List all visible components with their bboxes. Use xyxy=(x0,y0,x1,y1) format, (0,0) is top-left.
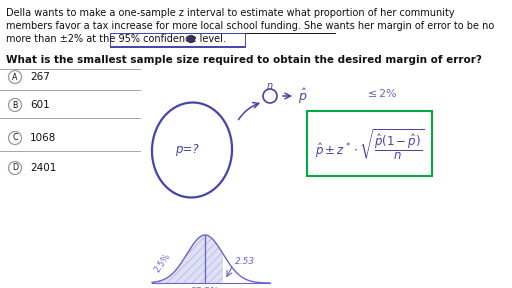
Text: n: n xyxy=(267,81,273,91)
Text: B: B xyxy=(12,101,18,109)
Text: A: A xyxy=(12,73,18,82)
Text: more than ±2% at the 95% confidence level.: more than ±2% at the 95% confidence leve… xyxy=(6,34,226,44)
Text: Della wants to make a one-sample z interval to estimate what proportion of her c: Della wants to make a one-sample z inter… xyxy=(6,8,455,18)
Text: $\hat{p} \pm z^* \cdot \sqrt{\dfrac{\hat{p}(1-\hat{p})}{n}}$: $\hat{p} \pm z^* \cdot \sqrt{\dfrac{\hat… xyxy=(315,128,425,162)
Text: $\hat{p}$: $\hat{p}$ xyxy=(298,86,307,105)
Text: C: C xyxy=(12,134,18,143)
Text: 2401: 2401 xyxy=(30,163,56,173)
Text: 1068: 1068 xyxy=(30,133,56,143)
Text: 267: 267 xyxy=(30,72,50,82)
Text: 2.5%: 2.5% xyxy=(152,252,172,274)
Circle shape xyxy=(187,35,195,43)
Text: $\leq 2\%$: $\leq 2\%$ xyxy=(365,87,398,99)
Text: What is the smallest sample size required to obtain the desired margin of error?: What is the smallest sample size require… xyxy=(6,55,482,65)
Text: members favor a tax increase for more local school funding. She wants her margin: members favor a tax increase for more lo… xyxy=(6,21,494,31)
Text: 601: 601 xyxy=(30,100,50,110)
Text: 97.5%: 97.5% xyxy=(190,287,219,288)
Text: p=?: p=? xyxy=(175,143,199,156)
Text: D: D xyxy=(12,164,18,173)
FancyBboxPatch shape xyxy=(307,111,432,176)
Text: 2.53: 2.53 xyxy=(235,257,255,266)
